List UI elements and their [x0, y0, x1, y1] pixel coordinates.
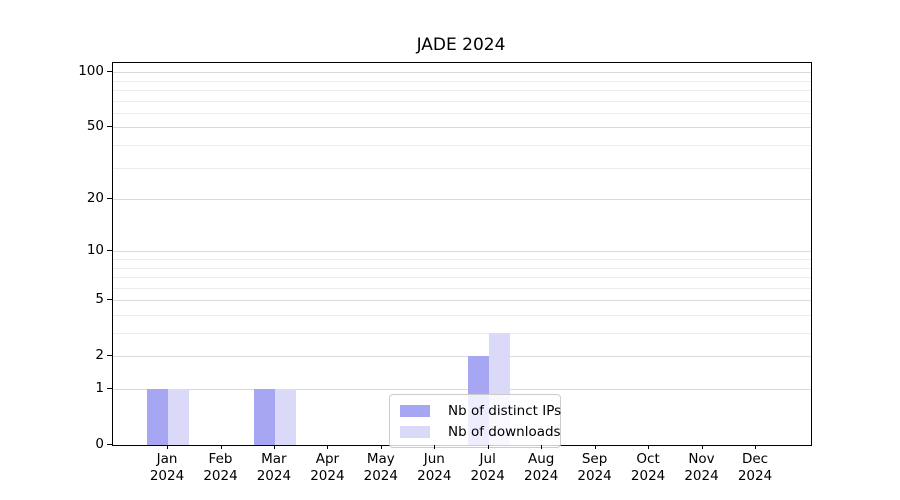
y-tick	[107, 198, 113, 199]
major-gridline	[113, 251, 811, 253]
x-tick-label-dec: Dec 2024	[737, 451, 773, 484]
y-tick-label: 0	[95, 436, 104, 452]
x-tick	[487, 445, 489, 449]
x-tick-label-oct: Oct 2024	[630, 451, 666, 484]
minor-gridline	[113, 89, 811, 91]
bar-nb-of-distinct-ips-mar	[253, 389, 275, 445]
minor-gridline	[113, 333, 811, 334]
y-tick-label: 1	[95, 380, 104, 396]
minor-gridline	[113, 100, 811, 102]
y-tick-label: 5	[95, 291, 104, 308]
minor-gridline	[113, 80, 811, 82]
x-tick-label-aug: Aug 2024	[524, 451, 559, 484]
legend-label: Nb of downloads	[448, 423, 561, 440]
x-tick	[755, 445, 756, 449]
major-gridline	[113, 389, 811, 390]
y-tick-label: 100	[78, 63, 104, 80]
legend-swatch	[400, 404, 430, 417]
legend-item: Nb of downloads	[400, 421, 561, 442]
y-tick	[107, 126, 113, 128]
x-tick	[541, 445, 543, 449]
legend-label: Nb of distinct IPs	[448, 402, 562, 419]
x-tick	[434, 445, 436, 449]
minor-gridline	[113, 277, 811, 278]
y-tick	[107, 355, 113, 357]
y-tick	[107, 299, 113, 301]
x-tick	[648, 445, 650, 449]
minor-gridline	[113, 267, 811, 269]
y-tick	[107, 444, 113, 445]
x-tick-label-jan: Jan 2024	[149, 451, 185, 484]
minor-gridline	[113, 144, 811, 146]
minor-gridline	[113, 315, 811, 316]
y-tick-label: 10	[86, 242, 104, 259]
x-tick	[327, 445, 329, 449]
x-tick-label-sep: Sep 2024	[577, 451, 612, 484]
bar-nb-of-downloads-mar	[274, 389, 296, 445]
x-tick-label-apr: Apr 2024	[310, 451, 345, 484]
plot-area: Nb of distinct IPs Nb of downloads	[112, 62, 812, 448]
y-tick	[107, 388, 113, 389]
bar-nb-of-downloads-jan	[168, 389, 189, 445]
x-tick-label-nov: Nov 2024	[684, 451, 719, 484]
x-tick-label-feb: Feb 2024	[203, 451, 238, 484]
major-gridline	[113, 300, 811, 302]
major-gridline	[113, 127, 811, 129]
major-gridline	[113, 356, 811, 358]
major-gridline	[113, 72, 811, 74]
major-gridline	[113, 199, 811, 200]
x-tick	[167, 445, 168, 449]
bar-nb-of-distinct-ips-jan	[147, 389, 168, 445]
y-tick-label: 20	[86, 190, 104, 206]
x-tick-label-may: May 2024	[363, 451, 398, 484]
x-tick	[220, 445, 222, 449]
y-tick	[107, 71, 113, 73]
minor-gridline	[113, 259, 811, 260]
legend-item: Nb of distinct IPs	[400, 400, 561, 421]
gridlines-layer	[113, 63, 811, 445]
chart-title: JADE 2024	[416, 35, 506, 55]
x-tick	[273, 445, 275, 449]
x-tick	[380, 445, 382, 449]
y-tick-label: 2	[95, 347, 104, 364]
minor-gridline	[113, 287, 811, 289]
x-tick-label-jul: Jul 2024	[470, 451, 505, 484]
minor-gridline	[113, 112, 811, 114]
legend-swatch	[400, 425, 430, 438]
x-tick	[594, 445, 596, 449]
legend: Nb of distinct IPs Nb of downloads	[389, 394, 561, 448]
x-tick-label-mar: Mar 2024	[256, 451, 292, 484]
y-tick	[107, 250, 113, 252]
minor-gridline	[113, 167, 811, 169]
x-tick	[701, 445, 703, 449]
x-tick-label-jun: Jun 2024	[417, 451, 452, 484]
y-tick-label: 50	[86, 118, 104, 135]
